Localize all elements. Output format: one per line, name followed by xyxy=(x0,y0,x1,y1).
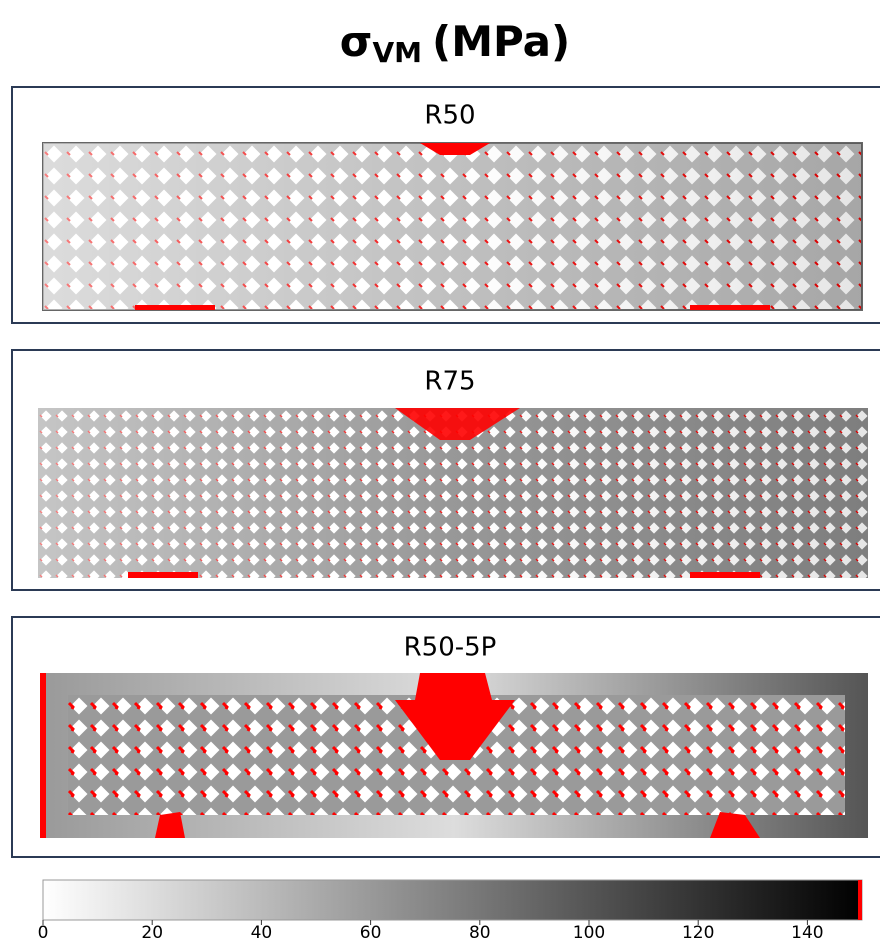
colorbar-tick-label: 100 xyxy=(573,923,605,943)
title-symbol: σ xyxy=(340,17,373,66)
panel-frame xyxy=(11,349,880,591)
panel-frame xyxy=(11,616,880,858)
colorbar-tick-label: 80 xyxy=(469,923,491,943)
stress-hotspot xyxy=(135,305,215,310)
colorbar-tick-label: 140 xyxy=(791,923,823,943)
stress-hotspot xyxy=(155,812,185,838)
colorbar-tick-label: 120 xyxy=(682,923,714,943)
stress-hotspot xyxy=(128,572,198,578)
colorbar-tick-label: 20 xyxy=(141,923,163,943)
specimen-shade xyxy=(43,143,862,310)
panel-label: R75 xyxy=(424,367,475,397)
colorbar-gradient xyxy=(42,879,863,921)
title-unit: (MPa) xyxy=(432,17,570,66)
panel-label: R50 xyxy=(424,101,475,131)
stress-hotspot xyxy=(40,673,46,838)
stress-hotspot xyxy=(690,305,770,310)
stress-hotspot xyxy=(690,572,760,578)
colorbar xyxy=(42,879,863,921)
colorbar-tick-label: 0 xyxy=(38,923,49,943)
stress-hotspot xyxy=(395,673,515,760)
title: σVM (MPa) xyxy=(340,17,570,70)
panel-frame xyxy=(11,86,880,324)
colorbar-tick-label: 60 xyxy=(360,923,382,943)
colorbar-tick-label: 40 xyxy=(251,923,273,943)
stress-hotspot xyxy=(395,408,520,440)
title-subscript: VM xyxy=(372,36,422,69)
stress-hotspot xyxy=(710,812,760,838)
colorbar-overflow xyxy=(858,880,862,920)
stress-hotspot xyxy=(420,143,490,155)
panel-label: R50-5P xyxy=(404,633,497,663)
